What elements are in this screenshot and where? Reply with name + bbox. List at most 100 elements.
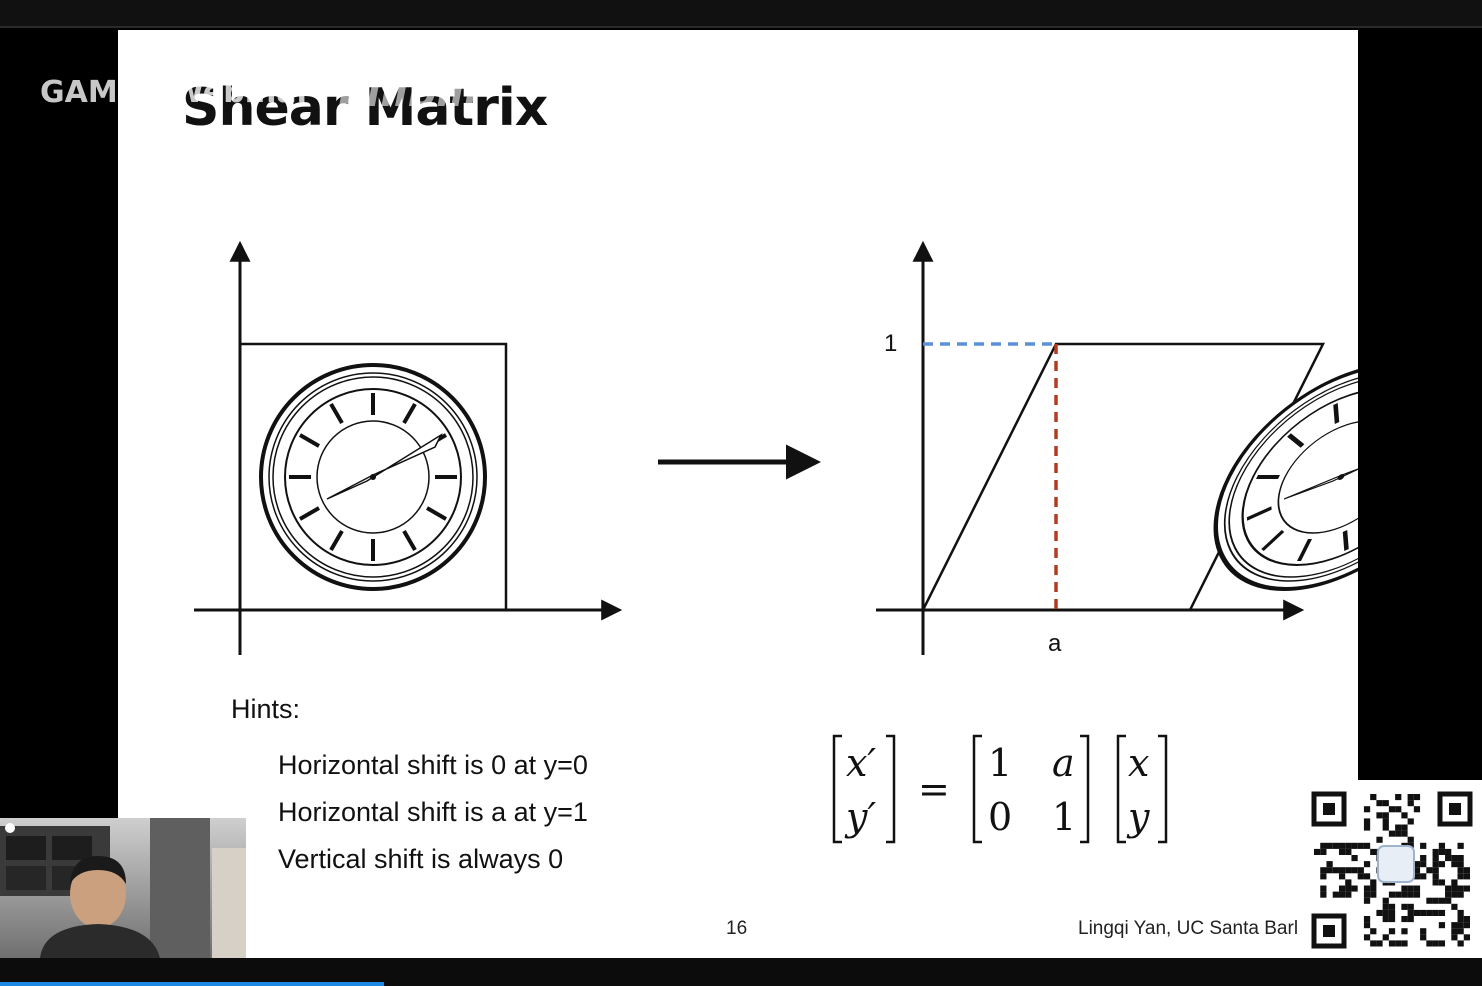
qr-module: [1445, 885, 1452, 892]
slide-title: Shear Matrix: [182, 78, 548, 138]
slide-credit: Lingqi Yan, UC Santa Barl: [1078, 918, 1299, 939]
shear-matrix-equation: x′ y′ = 1 a 0 1 x y: [832, 734, 1168, 844]
qr-module: [1407, 885, 1414, 892]
qr-module: [1432, 909, 1439, 916]
qr-module: [1338, 873, 1346, 880]
qr-module: [1388, 909, 1396, 916]
qr-module: [1438, 922, 1446, 929]
qr-module: [1432, 897, 1439, 904]
qr-module: [1363, 891, 1371, 898]
qr-module: [1376, 940, 1383, 947]
qr-module: [1413, 891, 1421, 898]
qr-module: [1326, 867, 1333, 874]
qr-module: [1357, 873, 1364, 880]
qr-module: [1363, 934, 1371, 941]
qr-module: [1457, 873, 1464, 880]
qr-module: [1445, 855, 1452, 862]
qr-module: [1413, 873, 1421, 880]
matrix-cell: a: [1052, 741, 1075, 785]
qr-module: [1338, 885, 1346, 892]
qr-module: [1420, 909, 1427, 916]
shear-figure: [194, 240, 1358, 655]
qr-module: [1445, 897, 1452, 904]
qr-module: [1382, 800, 1389, 807]
qr-module: [1420, 855, 1427, 862]
qr-module: [1370, 879, 1377, 886]
qr-module: [1413, 867, 1421, 874]
qr-module: [1388, 903, 1396, 910]
qr-module: [1413, 861, 1421, 868]
qr-module: [1382, 909, 1389, 916]
qr-module: [1345, 867, 1352, 874]
qr-module: [1463, 916, 1470, 923]
qr-module: [1413, 885, 1421, 892]
qr-module: [1395, 830, 1402, 837]
qr-module: [1438, 842, 1446, 849]
watermark-text: GAMES-Webinar: [40, 75, 312, 110]
qr-module: [1376, 812, 1383, 819]
qr-module: [1457, 916, 1464, 923]
qr-module: [1432, 855, 1439, 862]
qr-module: [1395, 940, 1402, 947]
qr-module: [1407, 818, 1414, 825]
clock-original: [259, 363, 487, 591]
qr-module: [1413, 794, 1421, 801]
qr-module: [1401, 903, 1408, 910]
slide-number: 16: [726, 918, 748, 939]
qr-module: [1432, 873, 1439, 880]
qr-module: [1382, 903, 1389, 910]
matrix-lhs-x: x′: [846, 741, 876, 785]
qr-module: [1388, 806, 1396, 813]
video-progress-bar[interactable]: [0, 982, 384, 986]
bilibili-logo: bilibili: [337, 70, 478, 116]
clock-sheared: [1173, 365, 1358, 589]
matrix-lhs-y: y′: [844, 795, 876, 839]
qr-module: [1438, 897, 1446, 904]
qr-module: [1320, 867, 1327, 874]
qr-module: [1320, 848, 1327, 855]
qr-module: [1363, 897, 1371, 904]
qr-module: [1463, 934, 1470, 941]
hint-item: Vertical shift is always 0: [278, 844, 564, 874]
qr-module: [1457, 867, 1464, 874]
qr-module: [1370, 891, 1377, 898]
unit-square: [238, 342, 508, 612]
right-axes: [876, 240, 1305, 655]
qr-module: [1363, 842, 1371, 849]
qr-module: [1376, 909, 1383, 916]
qr-module: [1451, 928, 1458, 935]
qr-module: [1376, 800, 1383, 807]
qr-module: [1320, 873, 1327, 880]
qr-module: [1420, 861, 1427, 868]
qr-module: [1320, 891, 1327, 898]
qr-module: [1401, 916, 1408, 923]
qr-module: [1338, 891, 1346, 898]
qr-module: [1407, 916, 1414, 923]
qr-module: [1395, 794, 1402, 801]
qr-module: [1401, 830, 1408, 837]
qr-module: [1451, 855, 1458, 862]
qr-module: [1351, 885, 1358, 892]
qr-module: [1382, 934, 1389, 941]
qr-module: [1407, 800, 1414, 807]
qr-module: [1457, 885, 1464, 892]
qr-module: [1426, 940, 1433, 947]
matrix-cell: 0: [988, 795, 1012, 839]
qr-module: [1432, 861, 1439, 868]
qr-module: [1451, 903, 1458, 910]
matrix-rhs-x: x: [1128, 741, 1149, 785]
qr-module: [1457, 861, 1464, 868]
qr-module: [1407, 903, 1414, 910]
qr-module: [1363, 922, 1371, 929]
qr-module: [1407, 836, 1414, 843]
qr-module: [1338, 867, 1346, 874]
qr-module: [1413, 909, 1421, 916]
qr-module: [1407, 794, 1414, 801]
x-axis-label: a: [1048, 630, 1062, 657]
qr-module: [1432, 867, 1439, 874]
qr-module: [1363, 873, 1371, 880]
qr-module: [1345, 879, 1352, 886]
qr-module: [1407, 891, 1414, 898]
sheared-parallelogram: [920, 342, 1326, 612]
hints-title: Hints:: [231, 694, 301, 724]
